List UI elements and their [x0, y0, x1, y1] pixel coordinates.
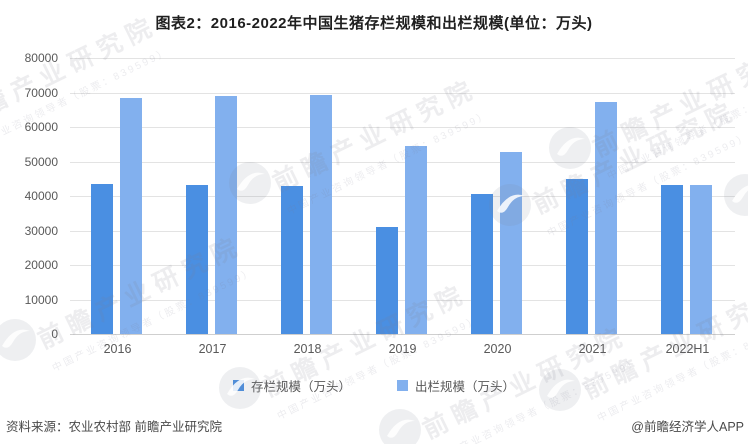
bar-output-2022H1: [690, 185, 712, 334]
bar-inventory-2019: [376, 226, 398, 334]
bar-inventory-2016: [91, 183, 113, 334]
x-axis-label: 2016: [103, 342, 132, 356]
x-axis-label: 2021: [578, 342, 607, 356]
legend-label-inventory: 存栏规模（万头）: [250, 380, 351, 394]
gridline: [70, 58, 735, 59]
gridline: [70, 230, 735, 232]
bar-inventory-2017: [186, 184, 208, 334]
y-axis-label: 20000: [24, 258, 58, 272]
bar-inventory-2022H1: [661, 185, 683, 334]
y-axis-label: 30000: [24, 223, 58, 238]
legend: 存栏规模（万头） 出栏规模（万头）: [0, 376, 748, 395]
x-axis-label: 2019: [388, 342, 417, 356]
gridline: [70, 127, 735, 128]
credit-note: @前瞻经济学人APP: [631, 420, 744, 434]
gridline: [70, 196, 735, 197]
chart-title: 图表2：2016-2022年中国生猪存栏规模和出栏规模(单位：万头): [155, 15, 593, 32]
bar-inventory-2021: [566, 179, 588, 334]
y-axis-label: 70000: [24, 85, 58, 100]
gridline: [70, 299, 735, 301]
x-axis-label: 2020: [483, 342, 512, 356]
legend-label-output: 出栏规模（万头）: [415, 380, 516, 394]
bar-inventory-2018: [281, 186, 303, 334]
legend-item-inventory: 存栏规模（万头）: [232, 376, 351, 395]
legend-item-output: 出栏规模（万头）: [397, 376, 515, 395]
legend-swatch-inventory-icon: [232, 380, 244, 391]
x-axis-label: 2017: [198, 342, 227, 356]
bar-output-2020: [500, 152, 522, 334]
gridline: [70, 265, 735, 266]
y-axis-label: 50000: [24, 154, 58, 169]
y-axis-label: 0: [51, 327, 58, 341]
gridline: [70, 334, 735, 335]
bar-inventory-2020: [471, 193, 493, 334]
bar-output-2016: [120, 97, 142, 334]
y-axis-label: 60000: [24, 120, 58, 134]
y-axis-label: 40000: [24, 189, 58, 203]
gridline: [70, 161, 735, 163]
legend-swatch-output-icon: [397, 380, 408, 391]
gridline: [70, 92, 735, 94]
source-note: 资料来源：农业农村部 前瞻产业研究院: [6, 420, 222, 434]
y-axis-label: 10000: [24, 292, 58, 307]
bar-output-2018: [310, 94, 332, 334]
y-axis-label: 80000: [24, 51, 58, 65]
bar-output-2021: [595, 102, 617, 334]
x-axis-label: 2018: [293, 342, 322, 356]
x-axis-label: 2022H1: [665, 342, 710, 356]
bar-output-2019: [405, 146, 427, 334]
bar-output-2017: [215, 96, 237, 334]
